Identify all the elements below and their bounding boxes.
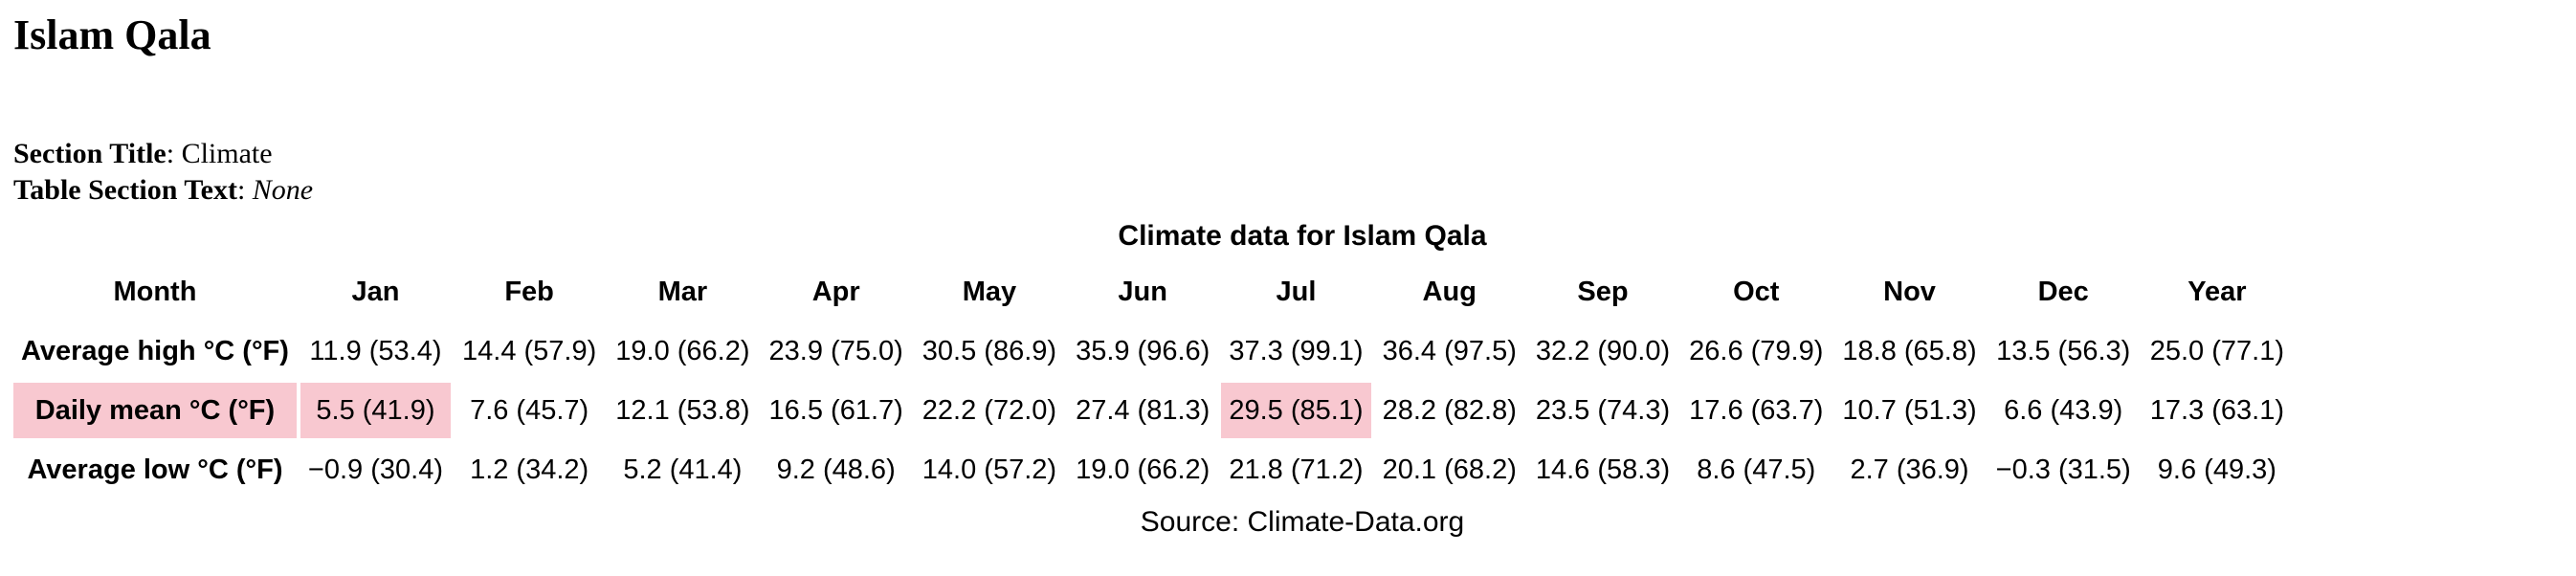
table-cell: 9.6 (49.3) xyxy=(2157,454,2276,485)
page-title: Islam Qala xyxy=(13,11,211,58)
table-cell: 25.0 (77.1) xyxy=(2149,335,2284,366)
table-cell: 21.8 (71.2) xyxy=(1229,454,1364,485)
climate-table-wrapper: Climate data for Islam Qala Month Jan Fe… xyxy=(10,212,2566,543)
table-cell: 29.5 (85.1) xyxy=(1221,383,1371,438)
header-cell: Oct xyxy=(1733,276,1780,307)
header-row: Month Jan Feb Mar Apr May Jun Jul Aug Se… xyxy=(13,264,2292,320)
table-source: Source: Climate-Data.org xyxy=(1140,506,1465,538)
table-cell: 1.2 (34.2) xyxy=(470,454,589,485)
table-cell: 13.5 (56.3) xyxy=(1996,335,2131,366)
table-cell: 19.0 (66.2) xyxy=(615,335,750,366)
row-label: Daily mean °C (°F) xyxy=(13,383,297,438)
table-cell: 36.4 (97.5) xyxy=(1382,335,1517,366)
table-cell: 27.4 (81.3) xyxy=(1076,394,1210,426)
header-cell: Month xyxy=(113,276,197,307)
table-cell: 19.0 (66.2) xyxy=(1076,454,1210,485)
table-cell: 14.0 (57.2) xyxy=(922,454,1057,485)
table-cell: 22.2 (72.0) xyxy=(922,394,1057,426)
table-cell: 23.9 (75.0) xyxy=(768,335,903,366)
header-cell: Jun xyxy=(1118,276,1167,307)
table-row-daily-mean: Daily mean °C (°F) 5.5 (41.9) 7.6 (45.7)… xyxy=(13,383,2292,438)
section-title-label: Section Title xyxy=(13,138,167,169)
table-cell: 28.2 (82.8) xyxy=(1382,394,1517,426)
table-cell: 12.1 (53.8) xyxy=(615,394,750,426)
table-cell: 20.1 (68.2) xyxy=(1382,454,1517,485)
table-cell: 14.4 (57.9) xyxy=(462,335,597,366)
table-cell: 10.7 (51.3) xyxy=(1842,394,1977,426)
row-label: Average low °C (°F) xyxy=(27,454,283,485)
table-cell: 26.6 (79.9) xyxy=(1689,335,1824,366)
header-cell: May xyxy=(962,276,1017,307)
table-cell: 30.5 (86.9) xyxy=(922,335,1057,366)
table-cell: 23.5 (74.3) xyxy=(1535,394,1671,426)
header-cell: Aug xyxy=(1422,276,1477,307)
table-row-average-low: Average low °C (°F) −0.9 (30.4) 1.2 (34.… xyxy=(13,442,2292,498)
table-section-text-label: Table Section Text xyxy=(13,174,237,206)
header-cell: Year xyxy=(2187,276,2247,307)
header-cell: Jan xyxy=(351,276,400,307)
table-section-text-line: Table Section Text: None xyxy=(13,174,314,206)
table-row-average-high: Average high °C (°F) 11.9 (53.4) 14.4 (5… xyxy=(13,323,2292,379)
table-cell: 16.5 (61.7) xyxy=(768,394,903,426)
table-cell: 2.7 (36.9) xyxy=(1850,454,1969,485)
table-cell: 8.6 (47.5) xyxy=(1697,454,1816,485)
table-cell: 11.9 (53.4) xyxy=(309,335,442,366)
table-cell: 5.5 (41.9) xyxy=(300,383,451,438)
table-cell: 37.3 (99.1) xyxy=(1229,335,1364,366)
table-cell: −0.3 (31.5) xyxy=(1995,454,2131,485)
header-cell: Jul xyxy=(1276,276,1317,307)
header-cell: Nov xyxy=(1883,276,1936,307)
table-cell: 35.9 (96.6) xyxy=(1076,335,1210,366)
section-title-value: Climate xyxy=(181,138,273,169)
table-section-text-value: None xyxy=(252,174,314,206)
table-cell: 9.2 (48.6) xyxy=(776,454,896,485)
header-cell: Dec xyxy=(2037,276,2089,307)
table-cell: 32.2 (90.0) xyxy=(1535,335,1671,366)
table-cell: 7.6 (45.7) xyxy=(470,394,589,426)
table-cell: 14.6 (58.3) xyxy=(1535,454,1671,485)
header-cell: Apr xyxy=(811,276,860,307)
table-cell: −0.9 (30.4) xyxy=(307,454,443,485)
table-cell: 6.6 (43.9) xyxy=(2004,394,2123,426)
climate-table: Month Jan Feb Mar Apr May Jun Jul Aug Se… xyxy=(10,260,2296,501)
table-caption: Climate data for Islam Qala xyxy=(1118,220,1487,252)
header-cell: Feb xyxy=(504,276,554,307)
table-cell: 18.8 (65.8) xyxy=(1842,335,1977,366)
table-cell: 17.6 (63.7) xyxy=(1689,394,1824,426)
header-cell: Mar xyxy=(657,276,708,307)
table-cell: 17.3 (63.1) xyxy=(2149,394,2284,426)
row-label: Average high °C (°F) xyxy=(21,335,289,366)
table-cell: 5.2 (41.4) xyxy=(623,454,743,485)
section-title-line: Section Title: Climate xyxy=(13,138,273,169)
header-cell: Sep xyxy=(1577,276,1629,307)
